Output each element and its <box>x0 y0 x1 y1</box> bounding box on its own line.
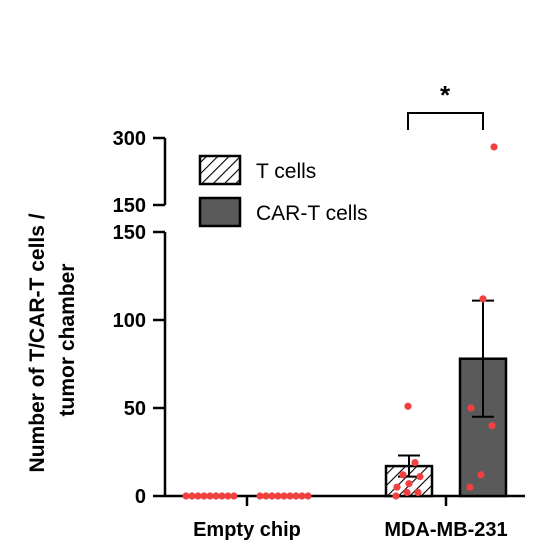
y-tick-label-lower-3: 150 <box>113 222 146 244</box>
data-point-1-0-8 <box>304 492 312 500</box>
data-point-1-0-0 <box>256 492 264 500</box>
data-point-0-0-7 <box>224 492 232 500</box>
data-points <box>182 143 498 500</box>
y-tick-label-upper-1: 300 <box>113 128 146 150</box>
y-axis-title-line-1: Number of T/CAR-T cells / <box>26 213 49 472</box>
data-point-0-0-5 <box>212 492 220 500</box>
x-tick-label-empty-chip: Empty chip <box>193 519 301 541</box>
data-point-1-1-0 <box>466 483 474 491</box>
significance-bracket-line <box>407 112 484 130</box>
y-tick-label-lower-2: 100 <box>113 310 146 332</box>
legend-label-car-t-cells: CAR-T cells <box>256 202 368 225</box>
data-point-1-1-2 <box>488 422 496 430</box>
legend: T cells CAR-T cells <box>198 154 368 228</box>
data-point-0-0-8 <box>230 492 238 500</box>
data-point-0-0-0 <box>182 492 190 500</box>
legend-label-t-cells: T cells <box>256 160 316 183</box>
data-point-1-0-7 <box>298 492 306 500</box>
data-point-0-1-6 <box>399 471 407 479</box>
data-point-1-0-6 <box>292 492 300 500</box>
data-point-1-0-2 <box>268 492 276 500</box>
data-point-0-1-8 <box>404 402 412 410</box>
data-point-0-1-5 <box>416 473 424 481</box>
data-point-1-1-3 <box>467 404 475 412</box>
y-tick-label-upper-0: 150 <box>113 195 146 217</box>
x-tick-label-mda-mb-231: MDA-MB-231 <box>384 519 507 541</box>
data-point-0-1-3 <box>393 483 401 491</box>
data-point-1-1-4 <box>479 295 487 303</box>
data-point-0-0-6 <box>218 492 226 500</box>
data-point-1-0-1 <box>262 492 270 500</box>
y-axis-title-line-2: tumor chamber <box>56 264 79 417</box>
data-point-0-0-4 <box>206 492 214 500</box>
significance-label: * <box>440 80 451 110</box>
data-point-0-1-0 <box>392 492 400 500</box>
y-axis-title: Number of T/CAR-T cells / tumor chamber <box>26 208 79 473</box>
data-point-0-1-2 <box>414 488 422 497</box>
data-point-1-0-5 <box>286 492 294 500</box>
legend-swatch-car-t-cells <box>198 196 242 228</box>
data-point-1-1-1 <box>477 471 485 479</box>
data-point-0-1-1 <box>403 488 411 497</box>
y-ticks: 0 50 100 150 150 300 <box>113 128 165 508</box>
data-point-0-0-3 <box>200 492 208 500</box>
data-point-1-0-4 <box>280 492 288 500</box>
data-point-1-0-3 <box>274 492 282 500</box>
data-point-0-0-2 <box>194 492 202 500</box>
data-point-0-1-7 <box>411 458 419 467</box>
data-point-1-1-5 <box>490 143 498 151</box>
legend-swatch-t-cells <box>198 154 242 186</box>
significance-bracket: * <box>407 80 484 130</box>
y-tick-label-lower-1: 50 <box>124 398 146 420</box>
data-point-0-1-4 <box>405 480 413 488</box>
data-point-0-0-1 <box>188 492 196 500</box>
y-tick-label-lower-0: 0 <box>135 486 146 508</box>
